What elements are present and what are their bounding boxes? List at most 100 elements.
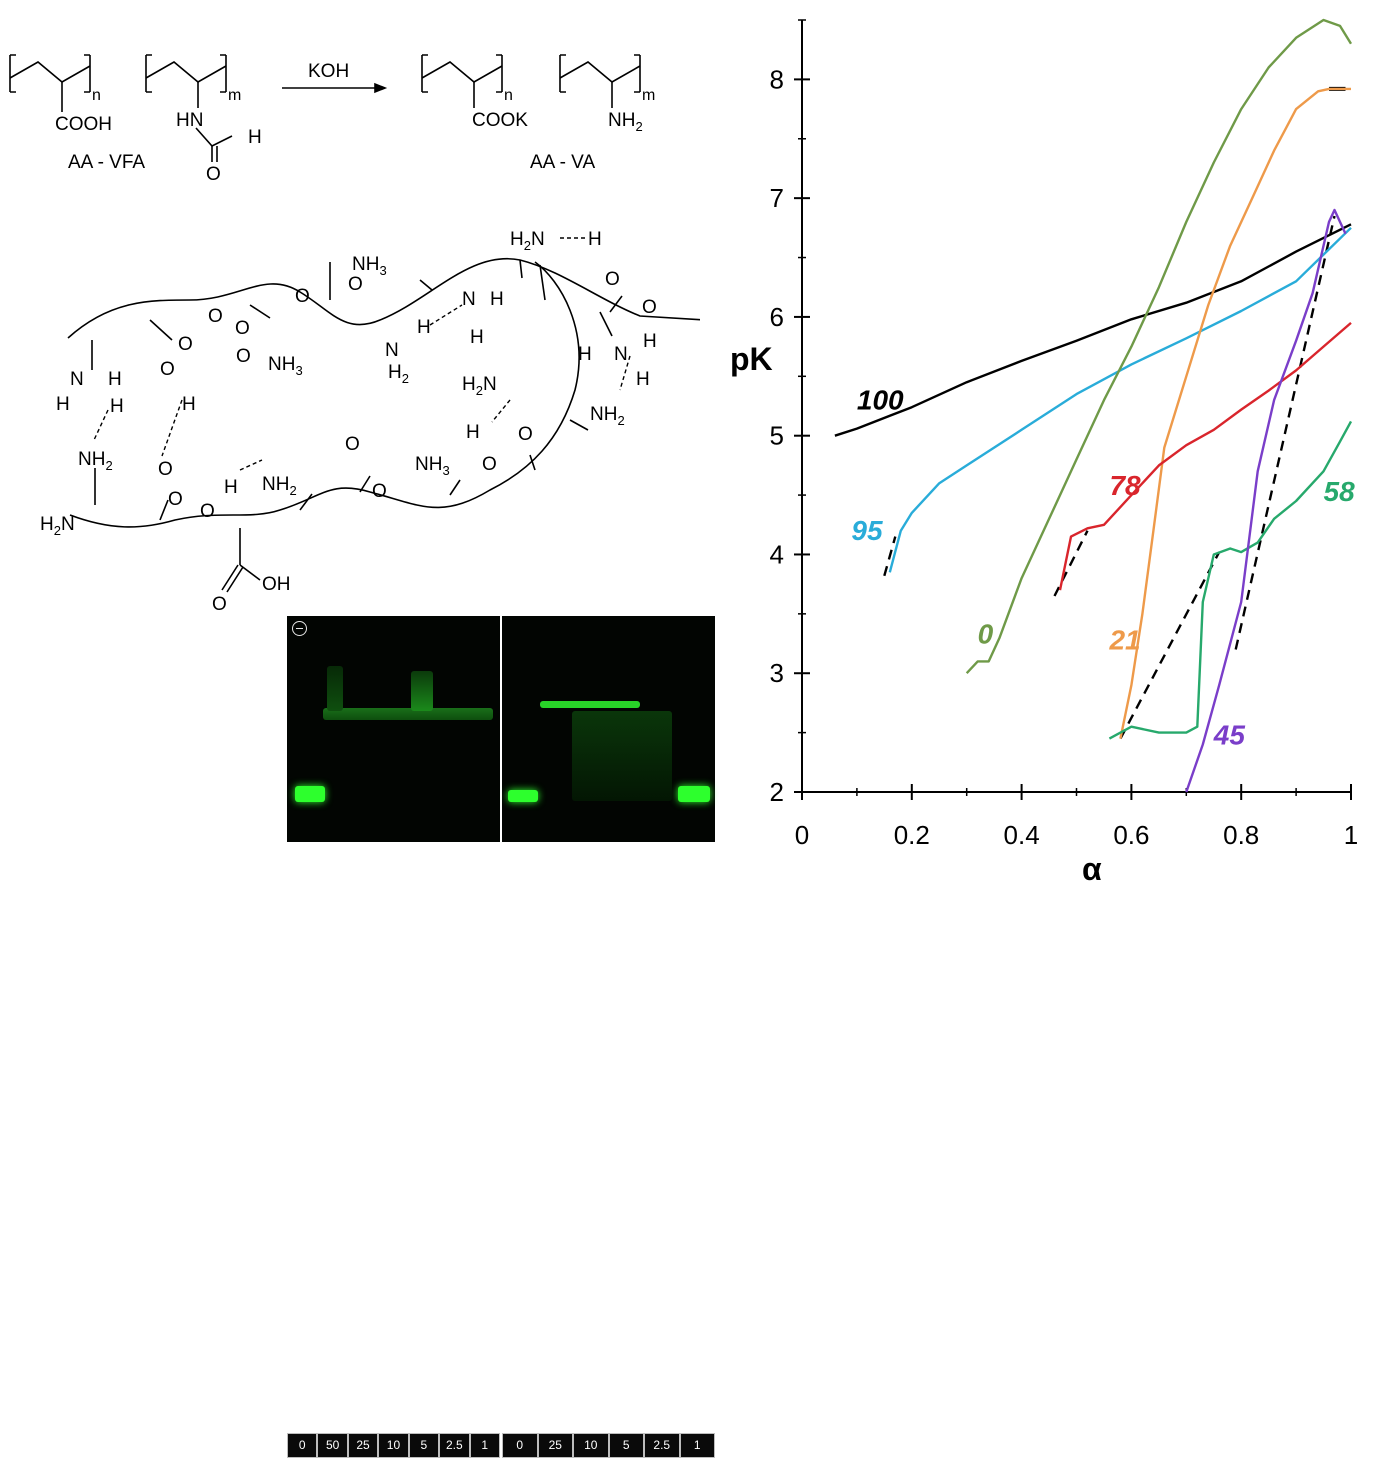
gel-band [508,790,538,802]
gel-band [540,701,640,708]
dashed-fit-line [1234,215,1336,650]
lane-label: 1 [469,1433,500,1458]
svg-text:H: H [588,229,602,250]
svg-text:O: O [236,346,251,367]
lane-label: 5 [408,1433,440,1458]
svg-text:NH2: NH2 [262,474,297,498]
svg-text:NH3: NH3 [268,354,303,378]
svg-text:N: N [462,289,476,310]
svg-text:O: O [605,269,620,290]
series-line-58 [1108,420,1353,740]
x-tick-label: 1 [1344,820,1358,850]
svg-text:H: H [466,422,480,443]
svg-text:O: O [212,594,227,610]
svg-text:O: O [518,424,533,445]
svg-text:H2N: H2N [510,229,545,253]
svg-text:O: O [295,286,310,307]
svg-text:O: O [345,434,360,455]
series-line-45 [1185,208,1347,793]
lane-label: 10 [378,1433,409,1458]
series-label-21: 21 [1108,624,1140,655]
x-tick-label: 0.2 [894,820,930,850]
chart-series-labels: 100 95 0 21 78 58 45 [851,385,1355,751]
svg-text:H: H [417,317,431,338]
x-tick-label: 0.6 [1113,820,1149,850]
svg-text:O: O [642,297,657,318]
svg-text:H: H [110,396,124,417]
product-label: AA - VA [530,152,595,173]
reactant-hn: HN [176,110,203,131]
lane-label: 25 [347,1433,379,1458]
svg-text:H2N: H2N [40,514,75,538]
svg-text:H: H [490,289,504,310]
svg-text:H2: H2 [388,362,409,386]
lane-label: 5 [608,1433,644,1458]
series-label-95: 95 [851,515,883,546]
reactant-label: AA - VFA [68,152,145,173]
chemical-scheme: COOH n HN H O m AA - VFA KOH COOK n NH2 … [9,54,700,610]
svg-text:H: H [182,394,196,415]
series-label-100: 100 [857,385,904,416]
sub-m-1: m [228,87,241,104]
svg-text:H: H [643,331,657,352]
formyl-h: H [248,127,262,148]
series-label-0: 0 [978,619,994,650]
svg-text:H: H [578,344,592,365]
svg-text:O: O [158,459,173,480]
y-tick-label: 6 [770,302,784,332]
svg-text:O: O [372,481,387,502]
svg-text:H: H [224,477,238,498]
chart-series [834,18,1353,793]
x-tick-label: 0.8 [1223,820,1259,850]
svg-text:NH2: NH2 [590,404,625,428]
svg-text:H: H [108,369,122,390]
y-tick-label: 7 [770,183,784,213]
sub-n-2: n [504,87,513,104]
minus-electrode-icon [292,621,307,636]
y-tick-label: 8 [770,64,784,94]
dashed-fit-line [1053,530,1089,597]
lane-label: 2.5 [439,1433,470,1458]
sub-m-2: m [642,87,655,104]
lane-label: 10 [573,1433,609,1458]
sub-n-1: n [92,87,101,104]
y-tick-label: 4 [770,539,784,569]
svg-text:O: O [235,318,250,339]
y-tick-label: 5 [770,421,784,451]
svg-text:OH: OH [262,574,291,595]
dashed-fit-line [1119,551,1221,740]
svg-text:H: H [636,369,650,390]
x-tick-label: 0 [795,820,809,850]
gel-band [327,666,343,711]
lane-label: 25 [537,1433,573,1458]
y-tick-label: 2 [770,777,784,807]
svg-text:O: O [200,501,215,522]
series-line-0 [965,18,1353,675]
product-nh: NH2 [608,110,643,134]
svg-text:H: H [470,327,484,348]
gel-band [572,711,672,801]
gel-band [295,786,325,802]
lane-label: 1 [679,1433,715,1458]
series-line-95 [888,226,1352,573]
x-axis-label: α [1082,851,1102,886]
svg-text:O: O [160,359,175,380]
gel-lane-labels-right: 0 25 10 5 2.5 1 [502,1433,715,1458]
gel-panel-right: 0 25 10 5 2.5 1 [502,616,715,1458]
gel-band [323,708,493,720]
chart-dashed-fits [883,86,1346,740]
lane-label: 0 [502,1433,538,1458]
series-label-45: 45 [1213,719,1246,750]
series-label-58: 58 [1324,476,1356,507]
gel-panel-left: 0 50 25 10 5 2.5 1 [287,616,500,1458]
svg-text:O: O [348,274,363,295]
series-line-21 [1119,87,1351,739]
y-axis-label: pK [730,341,773,377]
product-cook: COOK [472,110,528,131]
dashed-fit-line [883,536,897,577]
svg-text:N: N [70,369,84,390]
svg-text:O: O [178,334,193,355]
gel-lane-labels-left: 0 50 25 10 5 2.5 1 [287,1433,500,1458]
